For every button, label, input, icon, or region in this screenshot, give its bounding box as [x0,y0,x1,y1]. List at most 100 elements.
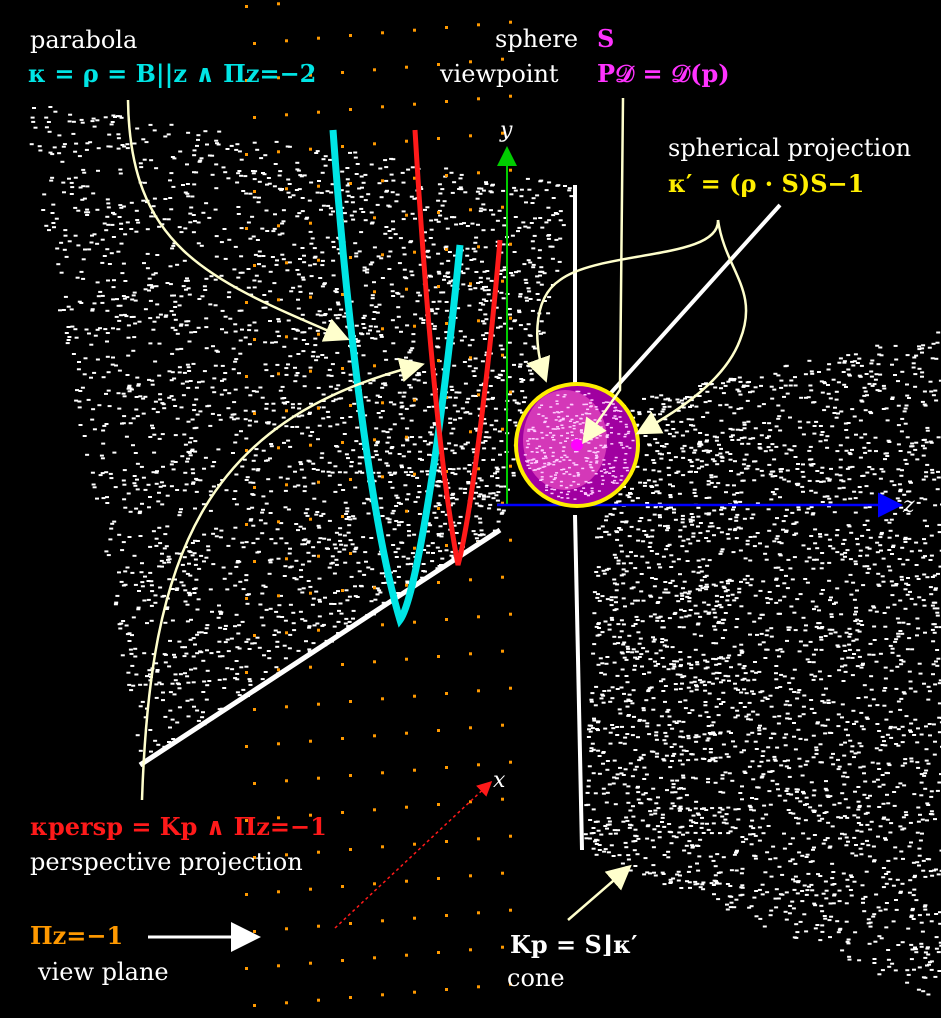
cloud-point [806,547,811,550]
cloud-point [655,552,660,555]
cloud-point [348,416,353,418]
cloud-point [732,645,737,648]
cloud-point [320,452,325,455]
cloud-point [224,331,229,334]
cloud-point [406,474,411,476]
cloud-point [473,287,478,290]
cloud-point [37,145,42,148]
cloud-point [481,303,486,306]
cloud-point [375,441,380,444]
cloud-point [366,512,371,515]
cloud-point [216,448,221,451]
cloud-point [248,519,253,522]
cloud-point [647,671,652,674]
cloud-point [932,478,937,481]
cloud-point [264,402,269,405]
cloud-point [132,291,137,294]
cloud-point [417,491,422,494]
cloud-point [749,517,754,520]
cloud-point [82,435,87,437]
cloud-point [550,245,555,248]
cloud-point [157,374,162,377]
cloud-point [935,649,940,651]
cloud-point [353,486,358,489]
cloud-point [881,817,886,820]
cloud-point [91,483,96,486]
cloud-point [374,401,379,404]
cloud-point [820,501,825,503]
cloud-point [919,773,924,776]
cloud-point [473,357,478,360]
cloud-point [900,632,905,635]
cloud-point [465,267,470,270]
cloud-point [147,669,152,672]
cloud-point [846,656,851,659]
cloud-point [279,594,283,597]
cloud-point [328,308,332,311]
cloud-point [867,449,872,452]
cloud-point [790,837,795,840]
cloud-point [888,878,893,881]
cloud-point [119,580,124,583]
cloud-point [116,250,121,253]
cloud-point [785,717,790,720]
cloud-point [48,106,53,108]
cloud-point [444,167,449,170]
cloud-point [864,716,869,719]
cloud-point [245,476,250,479]
cloud-point [872,913,877,916]
cloud-point [584,837,589,840]
cloud-point [770,397,775,400]
cloud-point [158,586,163,589]
cloud-point [753,427,758,430]
cloud-point [47,130,52,133]
cloud-point [299,175,304,178]
cloud-point [330,183,335,186]
cloud-point [914,541,919,544]
cloud-point [137,512,142,515]
cloud-point [231,452,235,454]
cloud-point [501,189,506,192]
cloud-point [720,548,725,551]
cloud-point [171,738,176,740]
cloud-point [96,295,101,298]
cloud-point [859,745,864,748]
cloud-point [207,216,212,219]
cloud-point [863,506,868,509]
cloud-point [635,599,640,602]
cloud-point [240,328,244,331]
cloud-point [598,657,603,660]
cloud-point [315,329,320,332]
cloud-point [544,221,549,224]
cloud-point [322,314,327,317]
cloud-point [667,617,672,620]
cloud-point [885,793,889,796]
cloud-point [828,632,833,635]
cloud-point [889,822,894,825]
cloud-point [50,212,55,214]
cloud-point [757,732,762,735]
cloud-point [233,245,238,248]
cloud-point [920,930,925,933]
cloud-point [449,432,454,435]
cloud-point [211,485,216,488]
cloud-point [703,701,708,703]
cloud-point [847,955,852,958]
cloud-point [213,278,218,281]
cloud-point [266,478,271,481]
cloud-point [894,358,899,361]
cloud-point [253,454,258,457]
cloud-point [619,772,624,775]
cloud-point [661,678,666,681]
cloud-point [837,669,842,672]
cloud-point [499,512,504,515]
cloud-point [662,591,667,594]
cloud-point [257,250,262,253]
cloud-point [925,819,929,822]
cloud-point [938,626,941,629]
cloud-point [820,930,825,933]
cloud-point [92,428,97,431]
cloud-point [453,444,458,447]
cloud-point [782,395,786,398]
cloud-point [805,760,810,763]
